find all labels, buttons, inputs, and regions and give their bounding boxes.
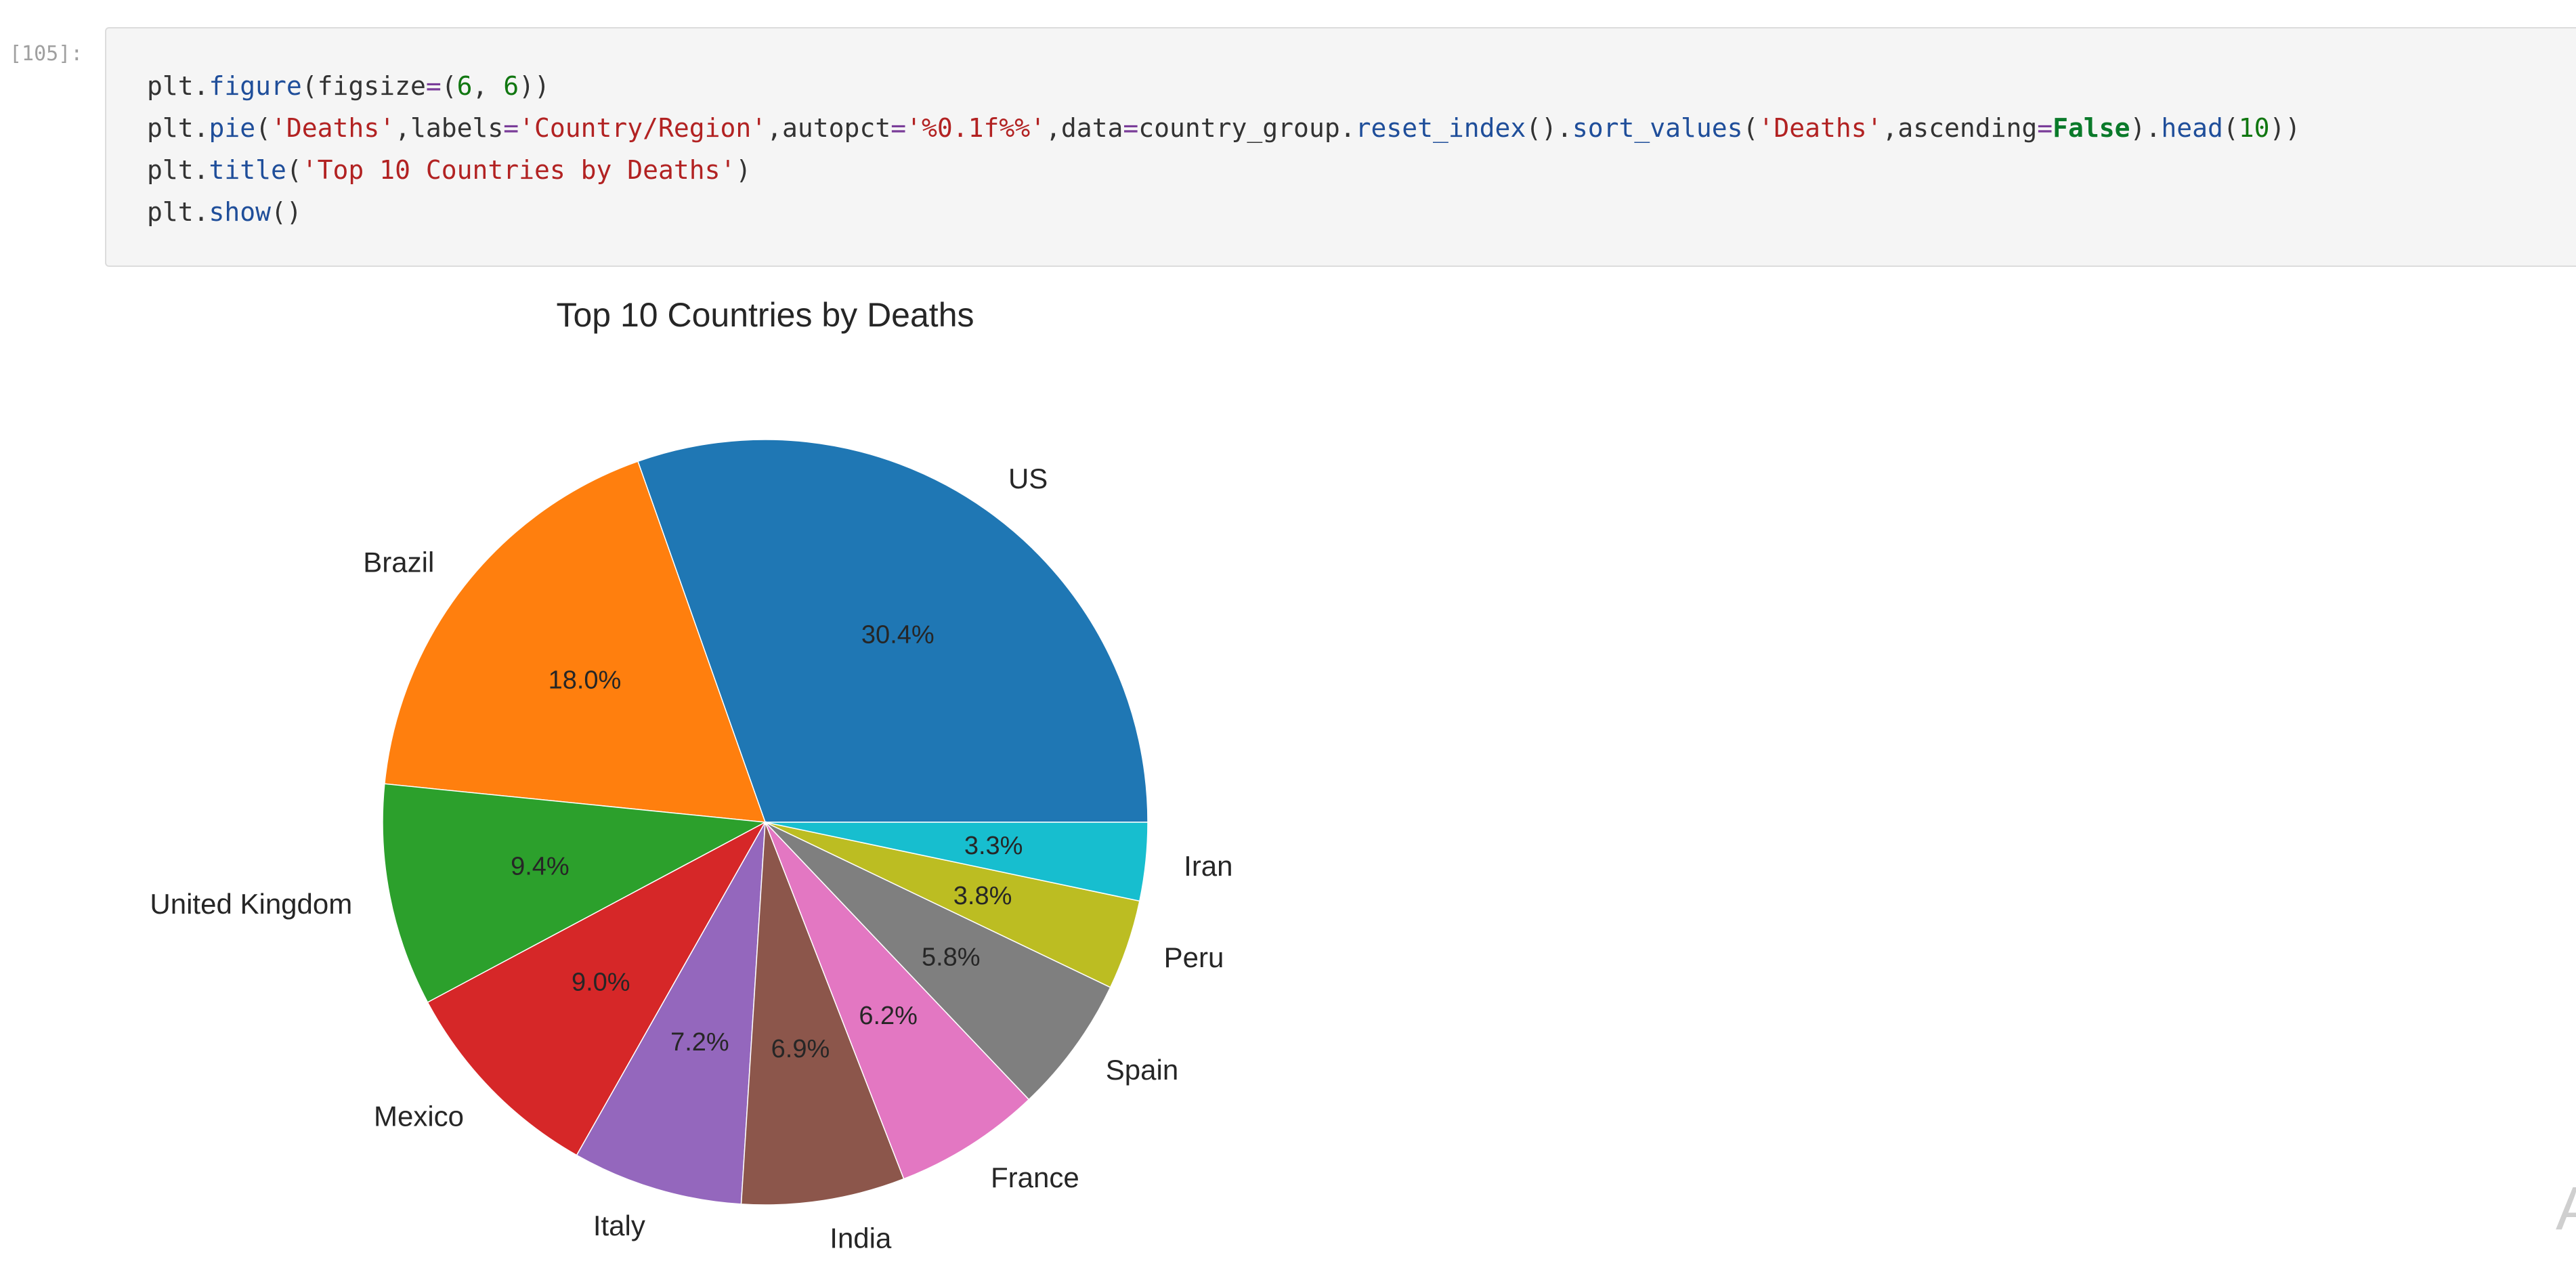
code-token: () — [271, 197, 302, 227]
pie-pct-label: 3.8% — [953, 882, 1012, 910]
code-token: 'Country/Region' — [519, 113, 767, 143]
pie-category-label: France — [991, 1162, 1079, 1193]
code-token: (). — [1526, 113, 1572, 143]
code-token: country_group. — [1138, 113, 1356, 143]
code-token: = — [503, 113, 519, 143]
code-token: plt. — [147, 155, 209, 185]
pie-pct-label: 18.0% — [549, 666, 622, 695]
pie-category-label: India — [830, 1222, 892, 1254]
pie-slice-mexico — [427, 821, 767, 1156]
pie-category-label: Spain — [1106, 1054, 1178, 1086]
pie-category-label: Peru — [1164, 941, 1224, 973]
code-token: plt. — [147, 113, 209, 143]
code-line: plt.show() — [147, 197, 302, 227]
code-cell[interactable]: plt.figure(figsize=(6, 6)) plt.pie('Deat… — [105, 27, 2576, 267]
code-token: = — [1123, 113, 1139, 143]
code-token: reset_index — [1355, 113, 1526, 143]
code-line: plt.figure(figsize=(6, 6)) — [147, 71, 550, 101]
code-token: ) — [735, 155, 752, 185]
code-line: plt.pie('Deaths',labels='Country/Region'… — [147, 113, 2300, 143]
code-token: False — [2053, 113, 2130, 143]
code-token: figure — [209, 71, 302, 101]
pie-slice-brazil — [384, 461, 767, 823]
pie-slice-iran — [765, 822, 1149, 902]
pie-category-label: Mexico — [374, 1100, 464, 1132]
code-token: ,labels — [395, 113, 504, 143]
pie-slice-india — [740, 822, 905, 1206]
code-token: = — [2037, 113, 2053, 143]
code-token: 'Deaths' — [271, 113, 395, 143]
code-token: sort_values — [1572, 113, 1743, 143]
corner-watermark-fragment: A — [2555, 1175, 2576, 1243]
pie-pct-label: 3.3% — [964, 832, 1023, 860]
pie-slice-united-kingdom — [382, 783, 767, 1003]
pie-category-label: Iran — [1184, 850, 1232, 882]
code-token: 'Deaths' — [1758, 113, 1883, 143]
code-token: (figsize — [301, 71, 426, 101]
chart-title: Top 10 Countries by Deaths — [556, 296, 974, 334]
code-token: plt. — [147, 71, 209, 101]
pie-pct-label: 6.9% — [771, 1035, 830, 1063]
pie-pct-label: 9.0% — [572, 969, 630, 997]
code-token: ( — [255, 113, 272, 143]
code-token: ( — [441, 71, 457, 101]
code-token: ( — [1742, 113, 1759, 143]
pie-slice-italy — [576, 822, 766, 1205]
code-token: show — [209, 197, 272, 227]
code-line: plt.title('Top 10 Countries by Deaths') — [147, 155, 751, 185]
code-token: ,data — [1046, 113, 1123, 143]
pie-labels: 30.4% US 18.0% Brazil 9.4% United Kingdom 9.0%… — [150, 463, 1232, 1254]
code-token: ,ascending — [1882, 113, 2038, 143]
pie-category-label: United Kingdom — [150, 888, 352, 920]
code-token: ,autopct — [767, 113, 891, 143]
pie-slice-us — [637, 439, 1149, 823]
code-token: ( — [2223, 113, 2239, 143]
cell-output: Top 10 Countries by Deaths 30.4% US 18.0% B… — [0, 267, 2576, 1276]
code-token: 6 — [456, 71, 473, 101]
pie-pct-label: 6.2% — [859, 1002, 918, 1030]
code-token: title — [209, 155, 286, 185]
code-token: head — [2161, 113, 2223, 143]
code-token: ( — [286, 155, 302, 185]
pie-slice-spain — [765, 822, 1111, 1101]
code-token: plt. — [147, 197, 209, 227]
pie-chart: Top 10 Countries by Deaths 30.4% US 18.0% B… — [150, 296, 1232, 1254]
code-token: = — [890, 113, 907, 143]
pie-pct-label: 5.8% — [922, 943, 981, 971]
pie-category-label: Italy — [593, 1210, 645, 1241]
pie-category-label: US — [1008, 463, 1048, 494]
code-token: 'Top 10 Countries by Deaths' — [301, 155, 736, 185]
cell-prompt: [105]: — [9, 42, 83, 66]
code-token: = — [425, 71, 442, 101]
pie-pct-label: 7.2% — [670, 1028, 729, 1057]
code-token: 6 — [503, 71, 519, 101]
pie-category-label: Brazil — [363, 547, 434, 578]
pie-pct-label: 30.4% — [861, 620, 935, 649]
code-token: 10 — [2238, 113, 2270, 143]
pie-slice-france — [765, 822, 1030, 1180]
code-token: )) — [2269, 113, 2301, 143]
code-token: , — [472, 71, 504, 101]
code-token: '%0.1f%%' — [906, 113, 1046, 143]
code-token: ). — [2130, 113, 2162, 143]
code-token: pie — [209, 113, 256, 143]
pie-slices — [382, 439, 1149, 1206]
code-editor[interactable]: plt.figure(figsize=(6, 6)) plt.pie('Deat… — [147, 65, 2300, 233]
code-token: )) — [519, 71, 550, 101]
pie-pct-label: 9.4% — [511, 853, 570, 881]
